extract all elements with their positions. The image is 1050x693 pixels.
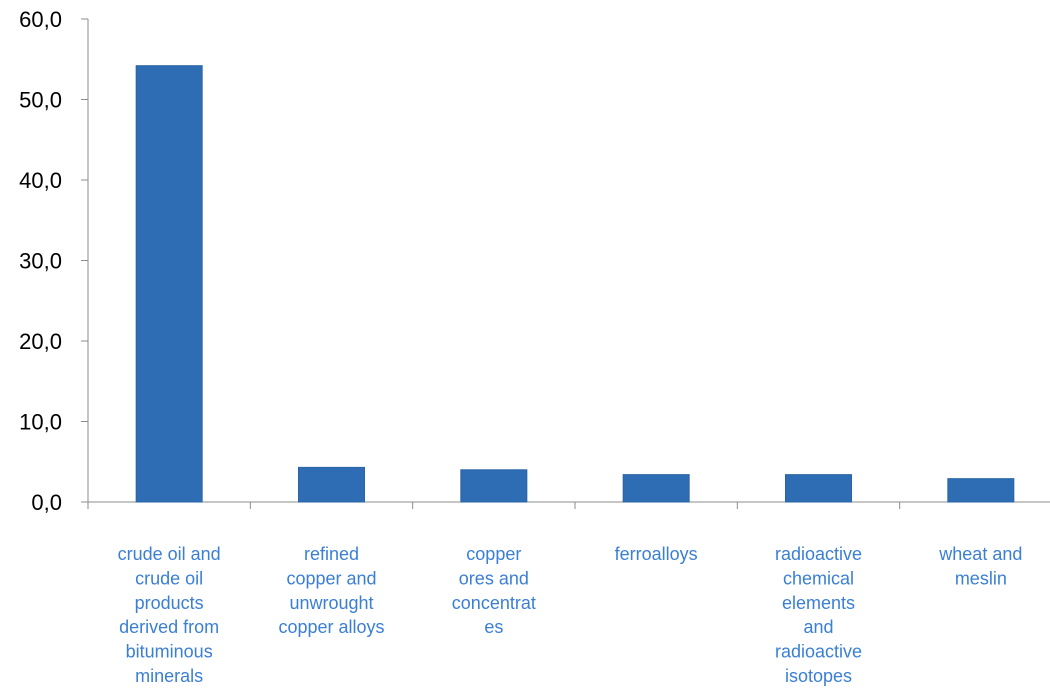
- x-category-label-line: ferroalloys: [615, 544, 698, 564]
- x-category-label-line: meslin: [955, 568, 1007, 588]
- x-category-label-line: copper and: [286, 568, 376, 588]
- x-category-label-line: concentrat: [452, 593, 536, 613]
- x-category-label-line: derived from: [119, 617, 219, 637]
- x-category-label-line: copper alloys: [278, 617, 384, 637]
- x-category-label: copper ores and concentrat es: [452, 544, 536, 637]
- x-category-label-line: products: [135, 593, 204, 613]
- bar: [622, 474, 690, 503]
- x-category-label-line: minerals: [135, 666, 203, 686]
- x-category-label-line: crude oil: [135, 568, 203, 588]
- x-category-label: radioactive chemical elements and radioactiv…: [775, 544, 862, 686]
- y-tick-label: 20,0: [19, 329, 62, 354]
- x-category-label-line: chemical: [783, 568, 854, 588]
- bar: [135, 65, 203, 503]
- y-tick-label: 50,0: [19, 88, 62, 113]
- x-category-label-line: wheat and: [938, 544, 1022, 564]
- x-category-label-line: es: [484, 617, 503, 637]
- x-category-label-line: radioactive: [775, 544, 862, 564]
- x-category-label: refined copper and unwrought copper alloys: [278, 544, 384, 637]
- category-labels: crude oil and crude oil products derived fr…: [118, 544, 1023, 686]
- x-category-label-line: ores and: [459, 568, 529, 588]
- bar: [298, 466, 365, 503]
- y-tick-label: 30,0: [19, 249, 62, 274]
- bar: [947, 478, 1015, 503]
- x-category-label-line: refined: [304, 544, 359, 564]
- y-tick-label: 0,0: [31, 490, 62, 515]
- x-category-label: ferroalloys: [615, 544, 698, 564]
- x-category-label-line: elements: [782, 593, 855, 613]
- bar: [460, 469, 528, 503]
- x-category-label-line: copper: [466, 544, 521, 564]
- x-category-label: wheat and meslin: [938, 544, 1022, 588]
- bar-series: [135, 65, 1015, 503]
- y-tick-label: 40,0: [19, 168, 62, 193]
- x-category-label-line: isotopes: [785, 666, 852, 686]
- y-tick-label: 60,0: [19, 7, 62, 32]
- x-category-label-line: crude oil and: [118, 544, 221, 564]
- bar: [785, 474, 852, 503]
- x-category-label-line: unwrought: [289, 593, 373, 613]
- y-axis-ticks: 0,0 10,0 20,0 30,0 40,0 50,0 60,0: [19, 7, 88, 515]
- x-category-label: crude oil and crude oil products derived fr…: [118, 544, 221, 686]
- x-category-label-line: radioactive: [775, 642, 862, 662]
- x-category-label-line: and: [803, 617, 833, 637]
- y-tick-label: 10,0: [19, 410, 62, 435]
- x-category-label-line: bituminous: [126, 642, 213, 662]
- x-axis-ticks: [87, 502, 901, 509]
